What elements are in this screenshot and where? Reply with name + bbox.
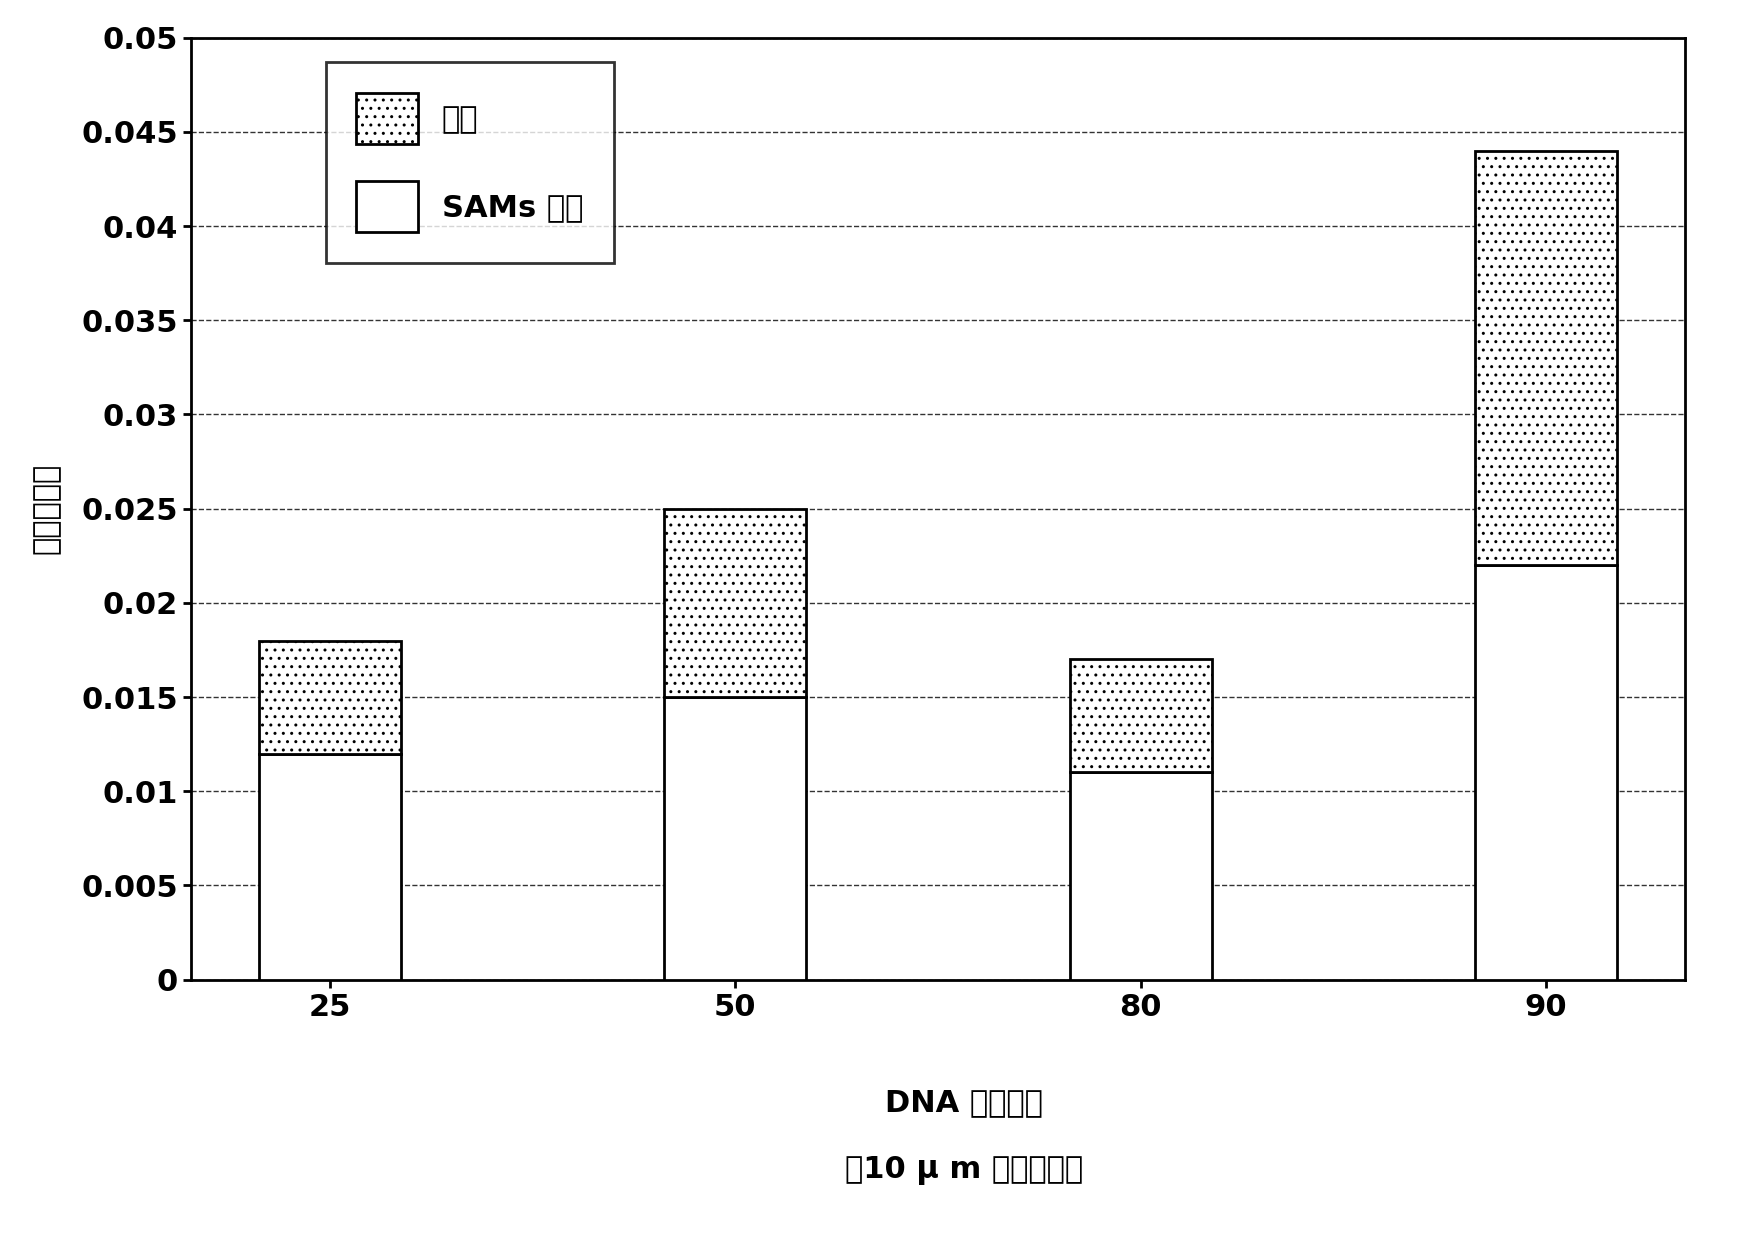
- Bar: [259, 754, 401, 980]
- Bar: [664, 509, 806, 697]
- Bar: [664, 697, 806, 980]
- Bar: [1475, 151, 1617, 565]
- Bar: [1070, 772, 1212, 980]
- Bar: [259, 641, 401, 754]
- Legend: 杂交, SAMs 形成: 杂交, SAMs 形成: [327, 63, 613, 263]
- Text: （10 μ m 的总浓度）: （10 μ m 的总浓度）: [844, 1156, 1084, 1186]
- Text: DNA 衍生物％: DNA 衍生物％: [886, 1089, 1042, 1118]
- Y-axis label: 反射率变化: 反射率变化: [31, 463, 61, 554]
- Bar: [1070, 659, 1212, 772]
- Bar: [1475, 565, 1617, 980]
